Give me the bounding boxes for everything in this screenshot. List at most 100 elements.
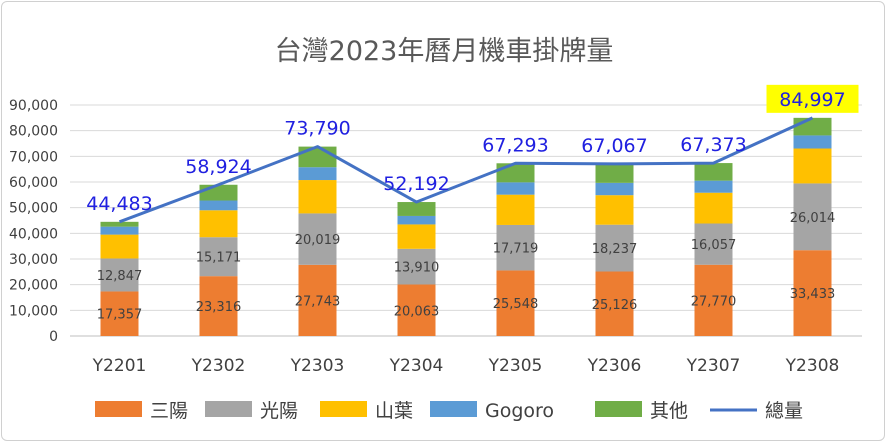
segment-data-label: 27,743 — [295, 294, 341, 309]
segment-data-label: 13,910 — [394, 261, 440, 276]
bar-segment — [496, 182, 535, 195]
bar-segment — [298, 213, 337, 265]
legend-swatch — [205, 401, 252, 417]
x-tick-label: Y2306 — [587, 356, 642, 376]
segment-data-label: 27,770 — [691, 294, 737, 309]
total-data-label: 58,924 — [185, 156, 251, 178]
x-tick-label: Y2302 — [191, 356, 246, 376]
bar-segment — [397, 284, 436, 336]
total-labels: 44,483 58,924 73,790 52,192 67,293 67,067 67,3… — [86, 84, 859, 215]
y-tick-label: 60,000 — [9, 175, 58, 191]
segment-data-label: 25,548 — [493, 297, 539, 312]
bar-segment — [496, 270, 535, 336]
bar-segment — [793, 148, 832, 184]
bar-segment — [793, 117, 832, 136]
y-tick-label: 0 — [49, 329, 58, 345]
bar-segment — [694, 192, 733, 224]
segment-data-label: 17,719 — [493, 242, 539, 257]
bar-segment — [694, 180, 733, 193]
y-tick-label: 90,000 — [9, 98, 58, 114]
bar-segment — [298, 146, 337, 168]
legend: 三陽 光陽 山葉 Gogoro 其他 總量 — [95, 400, 803, 422]
bar-segment — [595, 271, 634, 336]
y-tick-label: 10,000 — [9, 303, 58, 319]
x-tick-label: Y2307 — [686, 356, 741, 376]
y-axis: 0 10,000 20,000 30,000 40,000 50,000 60,000 70,… — [9, 98, 58, 345]
legend-label: 光陽 — [260, 400, 298, 422]
bar-segment — [496, 163, 535, 183]
bar-segment — [100, 234, 139, 259]
bar-segment — [298, 264, 337, 336]
segment-labels: 17,357 12,847 23,316 15,171 27,743 20,019 20,0… — [97, 211, 836, 323]
legend-swatch — [95, 401, 142, 417]
y-tick-label: 40,000 — [9, 226, 58, 242]
x-tick-label: Y2303 — [290, 356, 345, 376]
segment-data-label: 18,237 — [592, 242, 638, 257]
bar-segment — [694, 223, 733, 265]
bar-segment — [100, 291, 139, 336]
bar-segment — [595, 163, 634, 183]
bar-segment — [793, 250, 832, 336]
x-tick-label: Y2201 — [92, 356, 147, 376]
y-tick-label: 20,000 — [9, 278, 58, 294]
bar-segment — [694, 163, 733, 181]
total-line — [118, 116, 814, 224]
total-label-highlight — [766, 84, 859, 113]
bar-segment — [595, 224, 634, 272]
legend-label: 其他 — [650, 400, 688, 422]
y-tick-label: 30,000 — [9, 252, 58, 268]
chart-title: 台灣2023年曆月機車掛牌量 — [275, 36, 614, 67]
bar-segment — [100, 221, 139, 227]
legend-swatch — [430, 401, 477, 417]
bar-segment — [397, 215, 436, 225]
segment-data-label: 33,433 — [790, 287, 836, 302]
x-tick-label: Y2305 — [488, 356, 543, 376]
bar-segment — [397, 202, 436, 216]
bar-segment — [793, 183, 832, 251]
segment-data-label: 20,063 — [394, 304, 440, 319]
bar-segment — [199, 200, 238, 211]
x-tick-label: Y2304 — [389, 356, 444, 376]
segment-data-label: 17,357 — [97, 308, 143, 323]
y-tick-label: 70,000 — [9, 149, 58, 165]
bar-segment — [199, 276, 238, 336]
total-data-label: 44,483 — [86, 193, 152, 215]
total-data-label: 67,373 — [680, 134, 746, 156]
segment-data-label: 26,014 — [790, 211, 836, 226]
bar-segment — [595, 195, 634, 225]
bar-segment — [199, 184, 238, 201]
y-tick-label: 50,000 — [9, 201, 58, 217]
bar-segment — [100, 226, 139, 235]
total-data-label: 67,293 — [482, 134, 548, 156]
segment-data-label: 12,847 — [97, 269, 143, 284]
legend-label: 總量 — [765, 400, 803, 422]
y-tick-label: 80,000 — [9, 124, 58, 140]
bars — [100, 117, 832, 336]
total-data-label: 73,790 — [284, 118, 350, 140]
x-tick-label: Y2308 — [785, 356, 840, 376]
segment-data-label: 25,126 — [592, 298, 638, 313]
bar-segment — [595, 182, 634, 196]
x-axis: Y2201 Y2302 Y2303 Y2304 Y2305 Y2306 Y2307 Y2308 — [92, 356, 840, 376]
legend-label: 三陽 — [150, 400, 188, 422]
segment-data-label: 20,019 — [295, 233, 341, 248]
bar-segment — [694, 264, 733, 336]
bar-segment — [199, 210, 238, 238]
total-data-label: 84,997 — [779, 89, 845, 111]
bar-segment — [397, 248, 436, 285]
legend-label: 山葉 — [375, 400, 413, 422]
bar-segment — [298, 167, 337, 181]
segment-data-label: 23,316 — [196, 300, 242, 315]
bar-segment — [793, 135, 832, 149]
total-series-line — [118, 116, 814, 224]
legend-swatch — [320, 401, 367, 417]
bar-segment — [496, 224, 535, 271]
total-data-label: 67,067 — [581, 135, 647, 157]
bar-segment — [199, 237, 238, 277]
bar-segment — [100, 258, 139, 292]
total-data-label: 52,192 — [383, 173, 449, 195]
segment-data-label: 16,057 — [691, 238, 737, 253]
bar-segment — [298, 180, 337, 214]
